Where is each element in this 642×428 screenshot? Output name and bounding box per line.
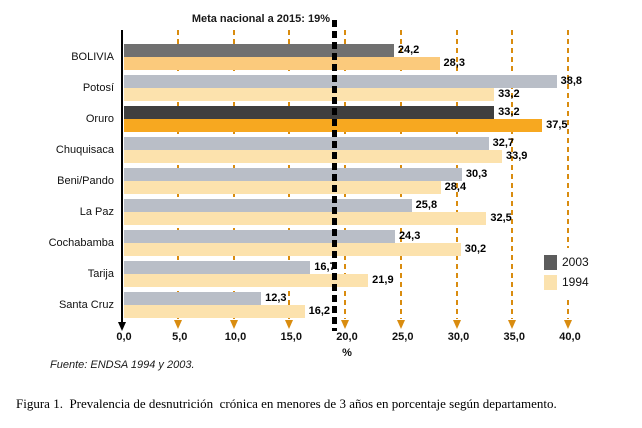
figure-caption: Figura 1. Prevalencia de desnutrición cr… [16, 396, 557, 411]
gridline-arrow-25 [396, 320, 405, 329]
x-tick-label: 5,0 [172, 331, 188, 343]
bar-1994 [124, 305, 305, 318]
value-label-1994: 37,5 [546, 119, 568, 131]
gridline-35 [511, 30, 514, 319]
bar-1994 [124, 243, 461, 256]
category-label: Chuquisaca [55, 144, 114, 156]
value-label-2003: 24,3 [398, 230, 421, 242]
bar-2003 [124, 106, 495, 119]
x-axis-unit-label: % [342, 347, 352, 359]
value-label-1994: 30,2 [464, 243, 487, 255]
bar-2003 [124, 44, 394, 57]
bar-chart: Meta nacional a 2015: 19% BOLIVIA 24,2 28,… [48, 13, 595, 371]
bar-2003 [124, 168, 462, 181]
value-label-2003: 38,8 [560, 75, 583, 87]
category-label: Santa Cruz [58, 299, 114, 311]
x-tick-label: 40,0 [559, 331, 581, 343]
legend-item-2003: 2003 [544, 252, 589, 272]
source-note: Fuente: ENDSA 1994 y 2003. [50, 359, 195, 371]
x-tick-label: 10,0 [224, 331, 247, 343]
bar-1994 [124, 274, 369, 287]
x-tick-label: 15,0 [280, 331, 302, 343]
legend-swatch-2003 [544, 254, 557, 270]
y-axis-arrow [118, 322, 126, 331]
legend-item-1994: 1994 [544, 272, 589, 292]
category-label: La Paz [79, 206, 114, 218]
gridline-arrow-10 [229, 320, 238, 329]
bar-2003 [124, 137, 489, 150]
bar-2003 [124, 292, 262, 305]
x-tick-label: 30,0 [447, 331, 470, 343]
bar-2003 [124, 75, 557, 88]
legend-label: 1994 [562, 275, 589, 289]
value-label-1994: 33,2 [498, 88, 520, 100]
legend: 2003 1994 [540, 248, 595, 296]
value-label-2003: 12,3 [265, 292, 287, 304]
target-line [331, 20, 337, 331]
category-label: Cochabamba [48, 237, 114, 249]
x-tick-label: 20,0 [336, 331, 358, 343]
value-label-2003: 25,8 [415, 199, 438, 211]
bar-1994 [124, 212, 487, 225]
gridline-arrow-5 [173, 320, 182, 329]
y-axis-line [121, 30, 123, 322]
legend-swatch-1994 [544, 274, 557, 290]
gridline-arrow-30 [452, 320, 461, 329]
value-label-1994: 21,9 [372, 274, 394, 286]
value-label-2003: 24,2 [397, 44, 420, 56]
category-label: Oruro [85, 113, 114, 125]
bar-1994 [124, 88, 495, 101]
value-label-2003: 33,2 [498, 106, 520, 118]
target-line-label: Meta nacional a 2015: 19% [191, 13, 330, 25]
value-label-1994: 33,9 [505, 150, 528, 162]
bar-1994 [124, 57, 440, 70]
bar-2003 [124, 261, 311, 274]
category-label: Tarija [87, 268, 114, 280]
bar-2003 [124, 230, 395, 243]
x-tick-label: 35,0 [503, 331, 525, 343]
value-label-1994: 28,4 [444, 181, 467, 193]
x-tick-label: 25,0 [392, 331, 414, 343]
bar-2003 [124, 199, 412, 212]
category-label: Potosí [82, 82, 114, 94]
value-label-1994: 32,5 [490, 212, 512, 224]
gridline-arrow-35 [508, 320, 517, 329]
category-label: BOLIVIA [71, 51, 114, 63]
bar-1994 [124, 181, 441, 194]
value-label-1994: 16,2 [308, 305, 331, 317]
value-label-2003: 16,7 [314, 261, 336, 273]
bar-1994 [124, 150, 502, 163]
category-label: Beni/Pando [57, 175, 114, 187]
value-label-1994: 28,3 [443, 57, 465, 69]
gridline-arrow-20 [341, 320, 349, 329]
gridline-40 [567, 30, 569, 319]
legend-label: 2003 [562, 255, 589, 269]
value-label-2003: 32,7 [492, 137, 515, 149]
gridline-arrow-15 [285, 320, 294, 329]
gridline-arrow-40 [564, 320, 572, 329]
x-tick-label: 0,0 [116, 331, 132, 343]
value-label-2003: 30,3 [465, 168, 488, 180]
